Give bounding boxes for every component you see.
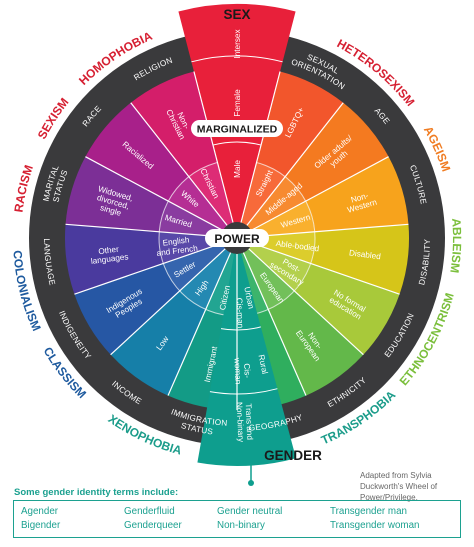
marginalized-segment: [294, 263, 400, 355]
credit-line: Adapted from Sylvia: [360, 471, 432, 480]
marginalized-segment: [256, 71, 344, 177]
ism-label: ABLEISM: [447, 218, 464, 274]
power-segment: [248, 243, 311, 291]
gender-label: GENDER: [264, 448, 322, 463]
gender-term: Agender: [21, 506, 59, 517]
gender-segment-label: Cis-woman: [232, 356, 252, 385]
segment-divider: [248, 248, 364, 356]
marginalized-segment: [64, 224, 164, 295]
sex-label: SEX: [223, 7, 250, 22]
segment-divider: [110, 248, 226, 356]
marginalized-segment: [74, 263, 180, 355]
gender-connector-dot: [248, 480, 254, 486]
sex-divider: [212, 141, 262, 146]
sex-segment-label: Male: [233, 160, 242, 178]
power-label: POWER: [214, 232, 260, 246]
power-badge: [205, 229, 269, 247]
power-segment: [246, 176, 306, 231]
gender-term: Transgender woman: [330, 520, 420, 531]
power-segment: [251, 201, 315, 237]
power-segment: [243, 248, 295, 310]
marginalized-segment-label: Disabled: [349, 248, 382, 261]
marginalized-segment-label: Rural: [257, 354, 270, 375]
power-segment: [179, 248, 231, 310]
marginalized-segment: [285, 102, 389, 202]
marginalized-segment: [85, 102, 189, 202]
power-segment: [241, 162, 286, 226]
gender-term: Non-binary: [217, 520, 265, 531]
marginalized-badge: [191, 120, 283, 137]
segment-divider: [240, 71, 281, 223]
segment-divider: [85, 156, 224, 231]
marginalized-segment: [110, 290, 206, 396]
segment-divider: [193, 71, 234, 223]
gender-term: Genderfluid: [124, 506, 175, 517]
segment-divider: [250, 156, 389, 231]
power-segment: [188, 162, 233, 226]
power-segment: [159, 201, 223, 237]
credit-note: Adapted from Sylvia Duckworth's Wheel of P…: [360, 470, 474, 503]
sex-segment-label: Female: [233, 89, 242, 117]
marginalized-segment: [65, 156, 169, 232]
segment-divider: [251, 242, 400, 295]
power-segment: [168, 176, 228, 231]
gender-term: Bigender: [21, 520, 61, 531]
gender-term: Transgender man: [330, 506, 407, 517]
sex-segment-label: Intersex: [233, 29, 242, 58]
segment-divider: [65, 223, 222, 238]
gender-divider: [220, 326, 261, 331]
gender-segment-label: Cis-man: [235, 298, 245, 329]
power-segment: [163, 243, 226, 291]
segment-divider: [246, 102, 344, 226]
marginalized-segment: [130, 71, 218, 177]
terms-caption: Some gender identity terms include:: [14, 487, 179, 498]
segment-divider: [242, 252, 307, 396]
gender-wedge: [197, 253, 297, 466]
gender-term: Genderqueer: [124, 520, 182, 531]
gender-segment-label: Trans andNon-binary: [235, 401, 255, 443]
gender-divider: [209, 388, 278, 395]
credit-line: Power/Privilege.: [360, 493, 418, 502]
segment-divider: [130, 102, 228, 226]
gender-term: Gender neutral: [217, 506, 283, 517]
credit-line: Duckworth's Wheel of: [360, 482, 438, 491]
sex-divider: [191, 55, 283, 63]
marginalized-label: MARGINALIZED: [197, 124, 278, 136]
segment-divider: [167, 252, 232, 396]
segment-divider: [74, 242, 223, 295]
marginalized-segment: [268, 290, 364, 396]
gender-terms-box: Agender Bigender Genderfluid Genderqueer Gen…: [13, 500, 461, 538]
marginalized-segment: [305, 156, 409, 232]
marginalized-segment: [310, 224, 409, 295]
segment-divider: [252, 223, 409, 238]
